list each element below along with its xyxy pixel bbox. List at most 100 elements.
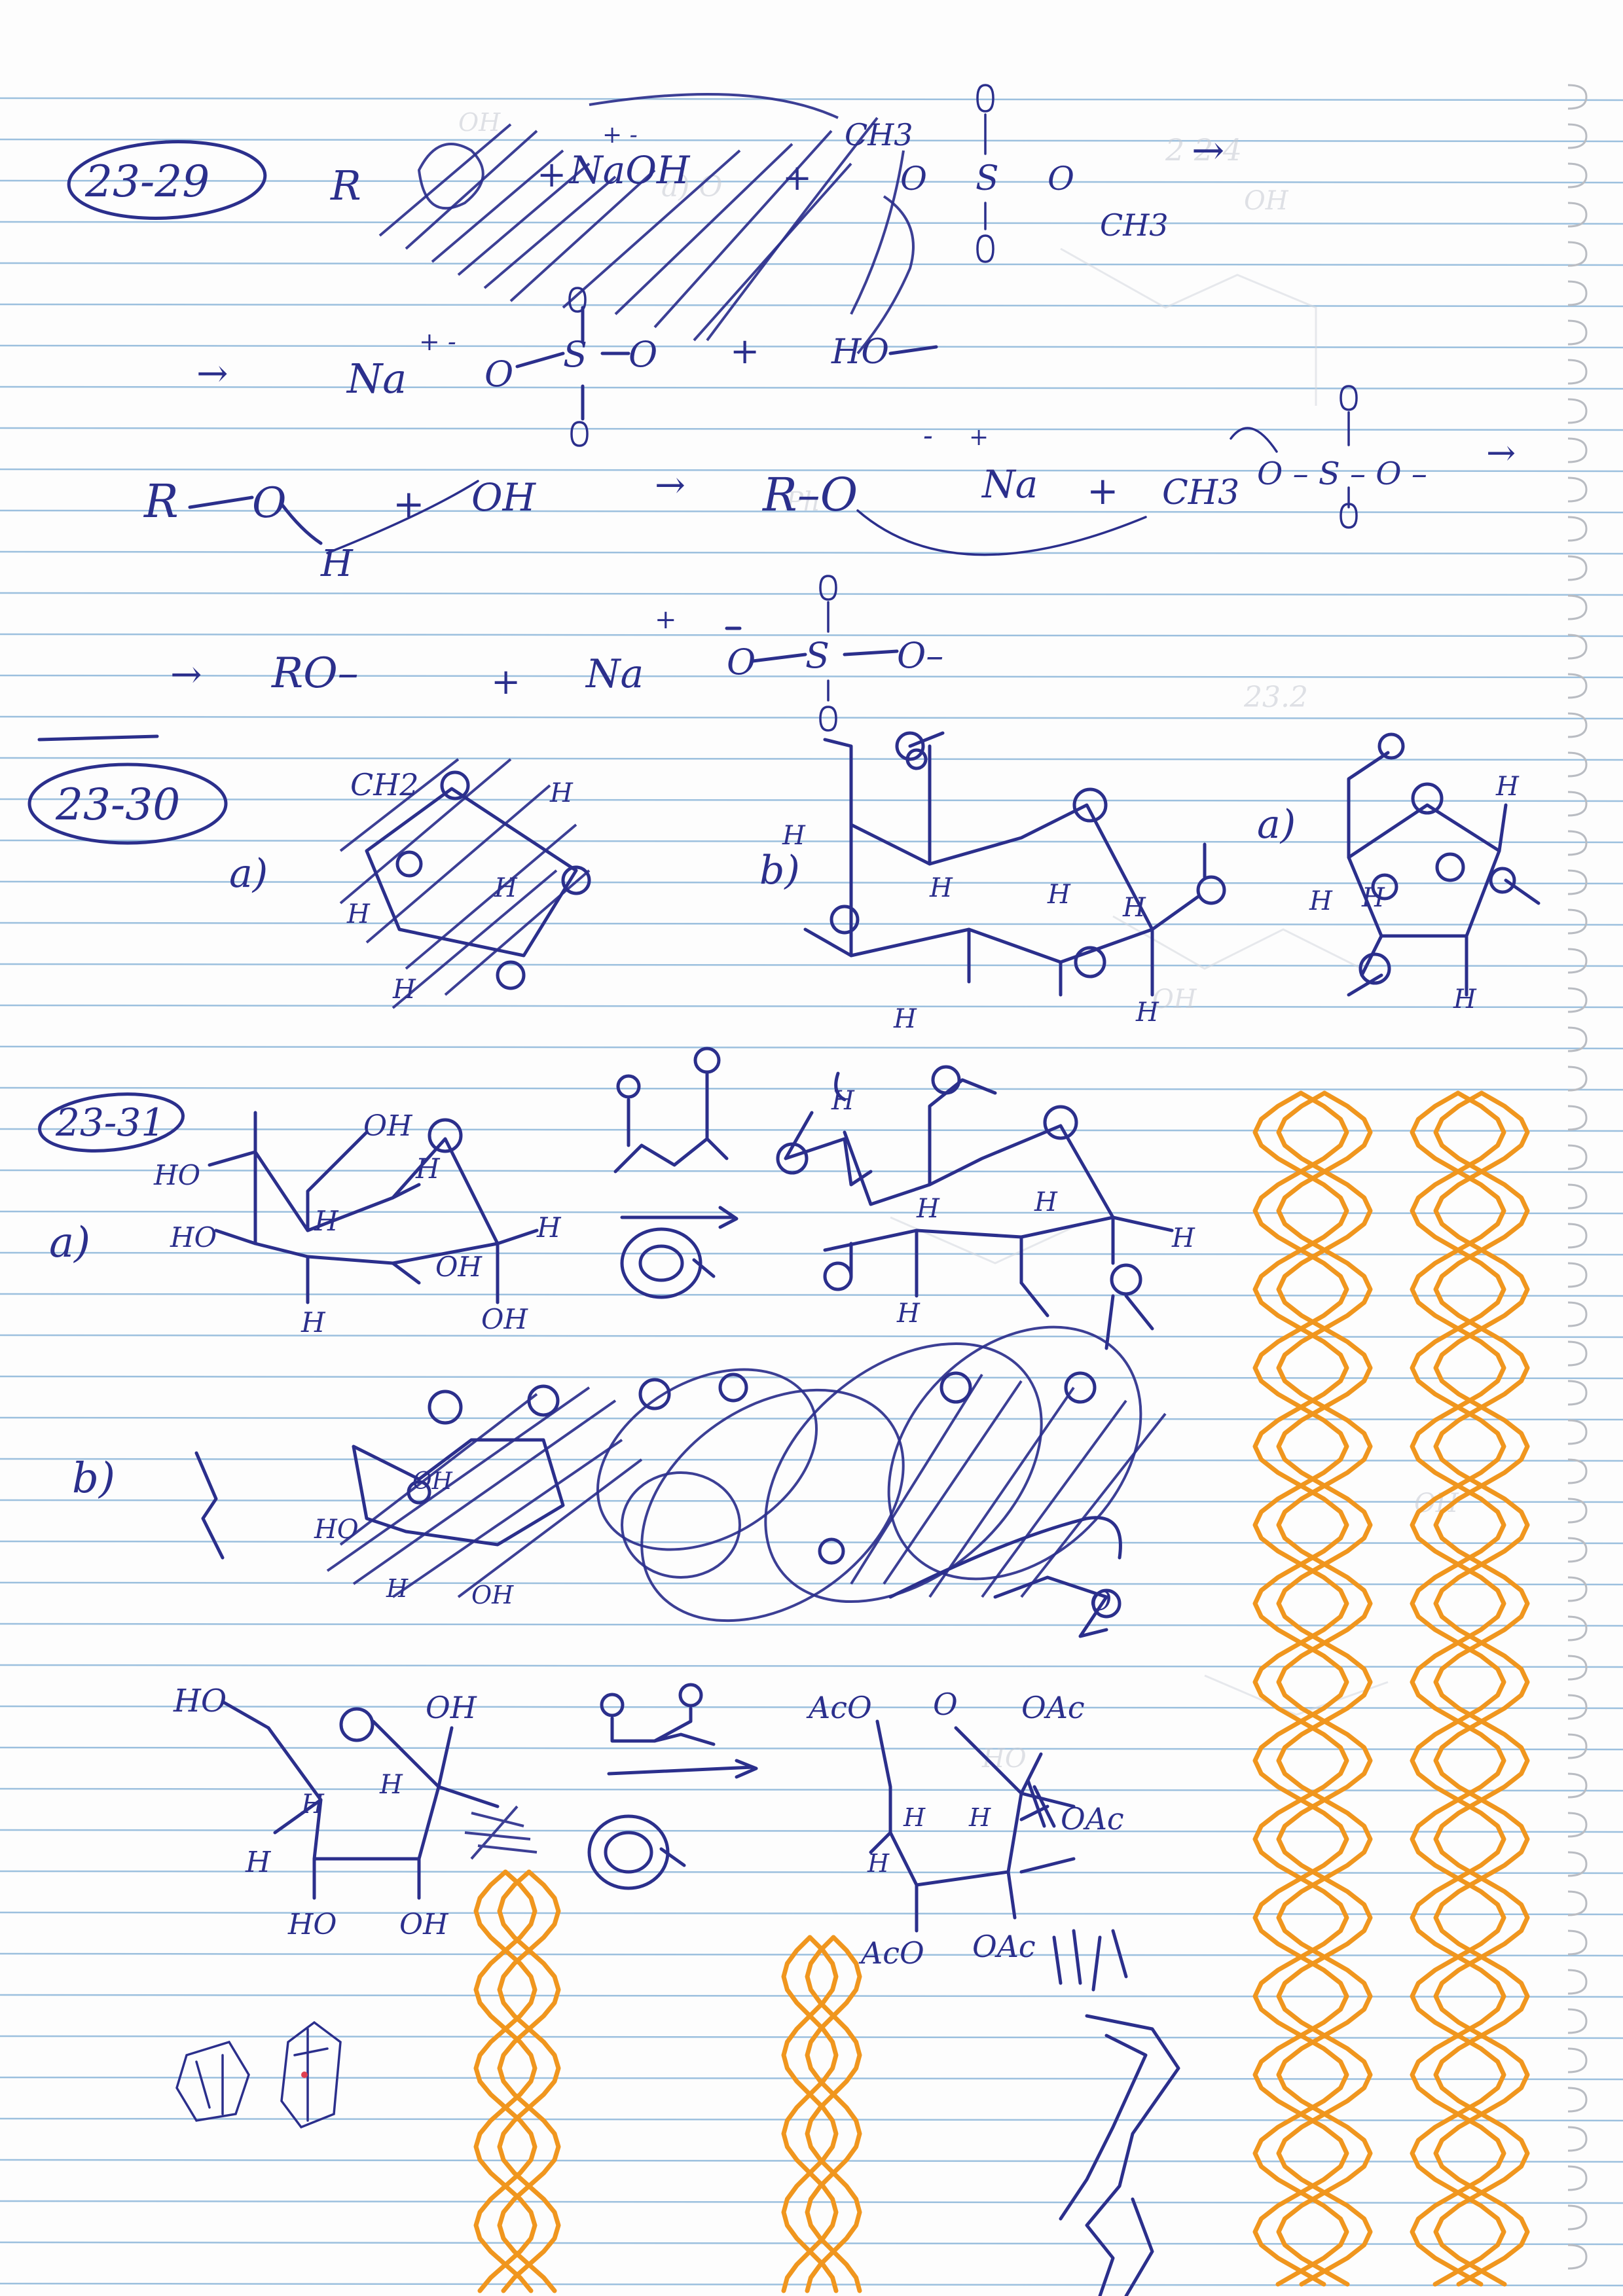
ruled-line <box>0 1045 1623 1050</box>
part-label: a) <box>49 1219 90 1267</box>
spiral-hole <box>1567 751 1588 778</box>
oxygen-atom: O <box>1090 1587 1112 1617</box>
hydrogen-atom: H <box>549 778 574 808</box>
ruled-line <box>0 427 1623 431</box>
spiral-hole <box>1567 634 1588 660</box>
ether-product: RO– <box>271 649 359 698</box>
problem-number-circle <box>38 1092 185 1153</box>
hydrogen-atom: H <box>1495 772 1520 802</box>
spiral-hole <box>1567 359 1588 385</box>
pyridine-ring <box>620 1227 716 1299</box>
braid-strand <box>473 1869 538 2293</box>
problem-number-circle <box>67 140 267 220</box>
acetic-anhydride-reagent <box>600 1683 716 1746</box>
spiral-hole <box>1567 162 1588 188</box>
svg-text:OH: OH <box>1244 186 1289 216</box>
methyl-group: CH3 <box>1100 207 1169 243</box>
section-divider <box>37 734 159 742</box>
reactant-r: R <box>330 162 361 209</box>
hydrogen-atom: H <box>896 1299 921 1329</box>
ring-oxygen: O <box>933 1687 958 1722</box>
ribofuranose-reactant: HO OH H HO OH H H <box>173 1683 538 1941</box>
spiral-hole <box>1567 1026 1588 1052</box>
reaction-arrow <box>620 1206 739 1229</box>
ruled-line <box>0 1128 1623 1132</box>
hydrogen-atom: H <box>536 1211 562 1244</box>
hydrogen-atom: H <box>893 1004 917 1034</box>
braid-strand <box>1433 1090 1530 2287</box>
ruled-line <box>0 303 1623 308</box>
braid-strand <box>1276 1090 1373 2287</box>
oxygen-atom: O <box>629 334 657 375</box>
plus-sign: + <box>782 157 812 198</box>
tangled-scribble <box>1052 1929 1180 2296</box>
part-label: b) <box>72 1454 115 1503</box>
spiral-hole <box>1567 437 1588 463</box>
oxygen-atom: O <box>900 160 927 198</box>
svg-text:2 2 4: 2 2 4 <box>1165 132 1242 168</box>
problem-23-30: 23-30 a) CH2 H H H H b) H H <box>27 731 1541 1034</box>
hydroxyl-label: HO <box>173 1683 227 1719</box>
ruled-line <box>0 880 1623 885</box>
hydroxyl-label: HO <box>170 1221 217 1253</box>
spiral-hole <box>1567 202 1588 228</box>
spiral-hole <box>1567 516 1588 542</box>
reaction-arrow: → <box>196 351 228 395</box>
ruled-line <box>0 1086 1623 1091</box>
spiral-hole <box>1567 476 1588 503</box>
spiral-hole <box>1567 1301 1588 1327</box>
crossed-out-mark <box>194 1451 225 1560</box>
sodium-ion: Na <box>981 462 1038 507</box>
ruled-line <box>0 1746 1623 1751</box>
ruled-line <box>0 262 1623 266</box>
braid-strand <box>781 1935 839 2293</box>
spiral-hole <box>1567 1183 1588 1210</box>
ruled-line <box>0 963 1623 967</box>
spiral-hole <box>1567 1655 1588 1681</box>
spiral-hole <box>1567 1380 1588 1406</box>
hydrogen-atom: H <box>1361 883 1385 913</box>
braid-strand <box>805 1935 862 2293</box>
hydrogen-atom: H <box>916 1194 940 1224</box>
hydroxyl-label: OH <box>426 1690 477 1725</box>
glucose-pentaacetate-product: H H H H H <box>776 1065 1195 1350</box>
part-label: a) <box>1257 802 1296 848</box>
hydroxyl-label: OH <box>481 1303 528 1335</box>
plus-sign: + <box>393 482 425 526</box>
oxygen-atom: O– <box>897 635 943 676</box>
braid-strand <box>1252 1090 1349 2287</box>
spiral-hole <box>1567 1615 1588 1641</box>
ruled-line <box>0 922 1623 926</box>
reaction-arrow: → <box>655 464 685 507</box>
spiral-tear-edge <box>1567 84 1588 2270</box>
spiral-hole <box>1567 2126 1588 2152</box>
hydroxyl-group: HO <box>831 332 889 372</box>
sodium-ion: Na <box>585 651 644 697</box>
ruled-line <box>0 2241 1623 2246</box>
hydrogen-atom: H <box>1034 1187 1058 1217</box>
spiral-hole <box>1567 1223 1588 1249</box>
braid-strand <box>805 1935 862 2293</box>
svg-text:OH: OH <box>458 108 501 137</box>
braid-strand <box>1252 1090 1349 2287</box>
spiral-hole <box>1567 987 1588 1013</box>
spiral-hole <box>1567 2008 1588 2034</box>
hydroxyl-label: OH <box>363 1109 413 1143</box>
methyl-group: CH3 <box>1162 473 1239 512</box>
spiral-hole <box>1567 1144 1588 1170</box>
ruled-line <box>0 2159 1623 2163</box>
plus-sign: + <box>730 331 759 372</box>
svg-text:Ph: Ph <box>785 487 820 517</box>
ruled-line <box>0 138 1623 143</box>
problem-23-31: 23-31 a) OH HO HO H H OH H OH H <box>38 1047 1195 2296</box>
ruled-line <box>0 1994 1623 1998</box>
hydrogen-atom: H <box>867 1849 890 1878</box>
hydrogen-atom: H <box>1047 880 1071 910</box>
ruled-line <box>0 1251 1623 1256</box>
ruled-line <box>0 2282 1623 2287</box>
reaction-arrow: → <box>170 652 202 696</box>
problem-number: 23-31 <box>55 1100 165 1145</box>
orange-braid-doodles <box>473 1090 1530 2293</box>
spiral-hole <box>1567 123 1588 149</box>
